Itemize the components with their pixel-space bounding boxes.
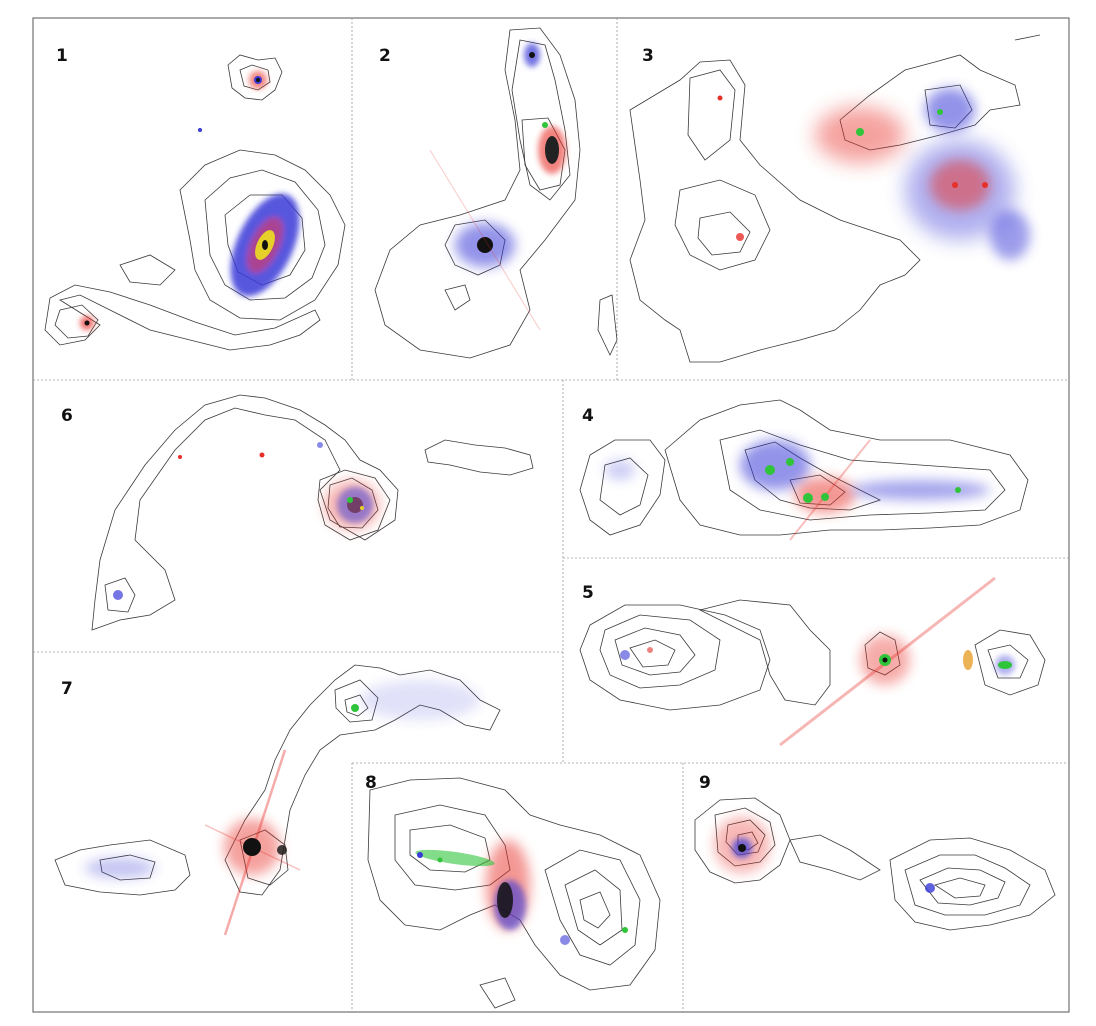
panel-1-image xyxy=(44,54,346,351)
panel-4-label: 4 xyxy=(582,406,594,426)
panel-8-label: 8 xyxy=(365,773,377,793)
panel-5-image xyxy=(579,576,1046,747)
panel-3-label: 3 xyxy=(642,46,654,66)
panel-4-image xyxy=(579,399,1029,541)
panel-9-label: 9 xyxy=(699,773,711,793)
figure-frame xyxy=(32,17,1070,1013)
panel-dividers xyxy=(33,18,1069,1012)
panel-6-label: 6 xyxy=(61,406,73,426)
panel-3-image xyxy=(629,34,1041,363)
panel-7-label: 7 xyxy=(61,679,73,699)
panel-7-image xyxy=(54,664,501,936)
panel-1-contours xyxy=(44,54,346,351)
panel-6-image xyxy=(91,394,534,631)
panel-5-contours xyxy=(579,599,1046,711)
panel-2-label: 2 xyxy=(379,46,391,66)
panel-5-label: 5 xyxy=(582,583,594,603)
panel-2-image xyxy=(374,27,618,359)
panel-8-image xyxy=(367,777,661,1009)
panel-9-image xyxy=(694,797,1056,931)
panel-1-label: 1 xyxy=(56,46,68,66)
